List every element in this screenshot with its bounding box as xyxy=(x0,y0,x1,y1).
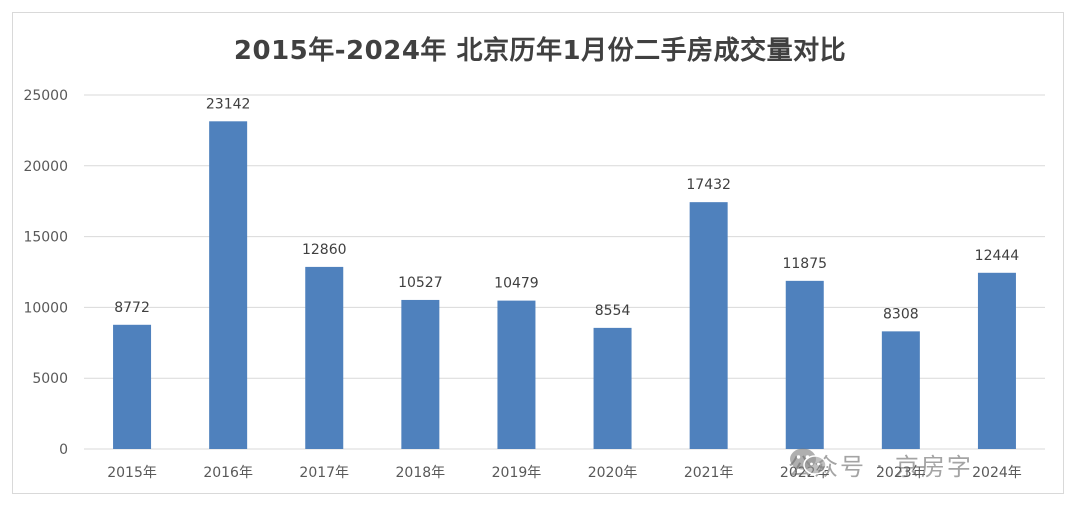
bar xyxy=(977,272,1016,449)
bar xyxy=(497,300,536,449)
data-label: 8554 xyxy=(595,303,631,319)
x-tick-label: 2020年 xyxy=(588,465,638,481)
data-label: 8308 xyxy=(883,306,919,322)
bar xyxy=(209,121,248,450)
bar xyxy=(689,202,728,449)
data-label: 12860 xyxy=(302,242,347,258)
x-tick-label: 2015年 xyxy=(107,465,157,481)
x-tick-label: 2018年 xyxy=(396,465,446,481)
x-tick-label: 2016年 xyxy=(203,465,253,481)
wechat-icon xyxy=(790,448,827,475)
x-tick-label: 2017年 xyxy=(299,465,349,481)
chart-title: 2015年-2024年 北京历年1月份二手房成交量对比 xyxy=(233,36,847,66)
watermark: 公众号 · 京房字 xyxy=(788,446,973,482)
y-tick-label: 20000 xyxy=(23,159,68,175)
bar xyxy=(593,327,632,449)
data-label: 8772 xyxy=(114,300,150,316)
x-tick-label: 2019年 xyxy=(492,465,542,481)
y-tick-label: 15000 xyxy=(23,230,68,246)
x-tick-label: 2021年 xyxy=(684,465,734,481)
bar xyxy=(305,266,344,449)
data-label: 11875 xyxy=(782,256,827,272)
data-label: 23142 xyxy=(206,96,251,112)
bar xyxy=(401,299,440,449)
y-tick-label: 5000 xyxy=(32,371,68,387)
y-tick-label: 0 xyxy=(59,442,68,458)
bar xyxy=(785,280,824,449)
data-label: 12444 xyxy=(975,248,1020,264)
data-label: 10479 xyxy=(494,276,539,292)
x-tick-label: 2024年 xyxy=(972,465,1022,481)
y-tick-label: 10000 xyxy=(23,300,68,316)
y-tick-label: 25000 xyxy=(23,88,68,104)
x-tick-label: 2023年 xyxy=(876,465,926,481)
data-label: 17432 xyxy=(686,177,731,193)
data-label: 10527 xyxy=(398,275,443,291)
bar xyxy=(881,331,920,449)
bar xyxy=(113,324,152,449)
